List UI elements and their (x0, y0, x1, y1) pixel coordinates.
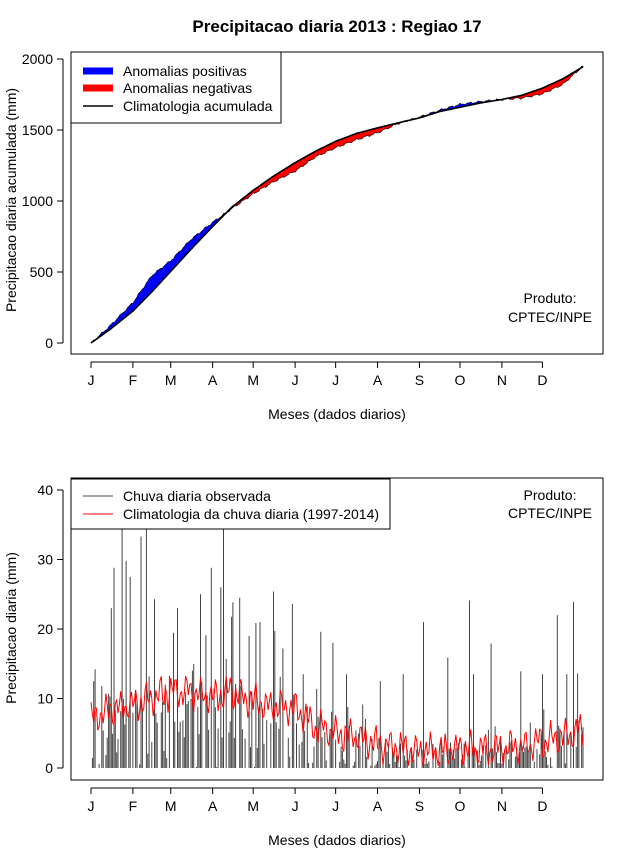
accumulated-y-axis: 0 500 1000 1500 2000 (22, 51, 64, 351)
legend-label-observed: Chuva diaria observada (123, 488, 271, 504)
daily-x-tick-label: J (292, 798, 299, 814)
daily-x-tick-label: M (165, 798, 177, 814)
legend-label-clim-daily: Climatologia da chuva diaria (1997-2014) (123, 506, 379, 522)
daily-x-tick-label: O (455, 798, 466, 814)
accumulated-x-tick-label: J (88, 372, 95, 388)
legend-label-climatology: Climatologia acumulada (123, 98, 273, 114)
daily-y-axis: 0 10 20 30 40 (37, 482, 64, 776)
credit-line-1-bottom: Produto: (524, 487, 577, 503)
climatology-accumulated-line (90, 66, 584, 344)
daily-x-tick-label: J (332, 798, 339, 814)
daily-y-tick-label: 40 (37, 482, 53, 498)
daily-plot-box (70, 477, 604, 781)
accumulated-y-tick-label: 1500 (22, 122, 53, 138)
daily-climatology-layer (90, 675, 584, 768)
accumulated-y-tick-label: 500 (30, 264, 54, 280)
accumulated-x-tick-label: M (247, 372, 259, 388)
legend-label-negative: Anomalias negativas (123, 80, 252, 96)
accumulated-panel: 0 500 1000 1500 2000 J F M A M J J A S O N D Meses (dad… (3, 51, 604, 422)
accumulated-x-tick-label: N (497, 372, 507, 388)
daily-y-tick-label: 10 (37, 691, 53, 707)
daily-legend-box (70, 478, 391, 530)
daily-x-label: Meses (dados diarios) (268, 832, 406, 848)
accumulated-x-tick-label: M (165, 372, 177, 388)
daily-x-tick-label: F (129, 798, 138, 814)
accumulated-x-tick-label: A (208, 372, 218, 388)
accumulated-lines-layer (90, 66, 584, 344)
legend-label-positive: Anomalias positivas (123, 63, 247, 79)
daily-panel: 0 10 20 30 40 J F M A M J J A S O N D Meses (dados diar… (3, 477, 604, 848)
accumulated-x-tick-label: A (373, 372, 383, 388)
daily-x-tick-label: J (88, 798, 95, 814)
accumulated-x-tick-label: O (455, 372, 466, 388)
daily-x-tick-label: M (247, 798, 259, 814)
accumulated-y-tick-label: 1000 (22, 193, 53, 209)
accumulated-x-tick-label: F (129, 372, 138, 388)
accumulated-plot-box (70, 51, 604, 355)
negative-anomaly-area (508, 66, 582, 100)
daily-x-tick-label: D (537, 798, 547, 814)
credit-line-2: CPTEC/INPE (508, 309, 592, 325)
accumulated-x-tick-label: J (292, 372, 299, 388)
accumulated-y-tick-label: 2000 (22, 51, 53, 67)
chart-title: Precipitacao diaria 2013 : Regiao 17 (192, 17, 481, 36)
accumulated-x-label: Meses (dados diarios) (268, 406, 406, 422)
accumulated-x-tick-label: J (332, 372, 339, 388)
daily-x-tick-label: N (497, 798, 507, 814)
accumulated-x-tick-label: D (537, 372, 547, 388)
negative-anomaly-area (227, 120, 404, 213)
daily-x-tick-label: S (415, 798, 424, 814)
accumulated-legend: Anomalias positivas Anomalias negativas … (70, 51, 282, 124)
daily-x-tick-label: A (208, 798, 218, 814)
climatology-daily-line (90, 675, 584, 768)
credit-line-2-bottom: CPTEC/INPE (508, 505, 592, 521)
accumulated-y-label: Precipitacao diaria acumulada (mm) (3, 88, 19, 312)
accumulated-x-tick-label: S (415, 372, 424, 388)
daily-y-tick-label: 20 (37, 621, 53, 637)
daily-legend: Chuva diaria observada Climatologia da c… (70, 478, 391, 530)
accumulated-y-tick-label: 0 (45, 335, 53, 351)
daily-x-tick-label: A (373, 798, 383, 814)
daily-y-tick-label: 0 (45, 760, 53, 776)
credit-line-1: Produto: (524, 290, 577, 306)
daily-y-label: Precipitacao diaria (mm) (3, 552, 19, 704)
daily-y-tick-label: 30 (37, 552, 53, 568)
